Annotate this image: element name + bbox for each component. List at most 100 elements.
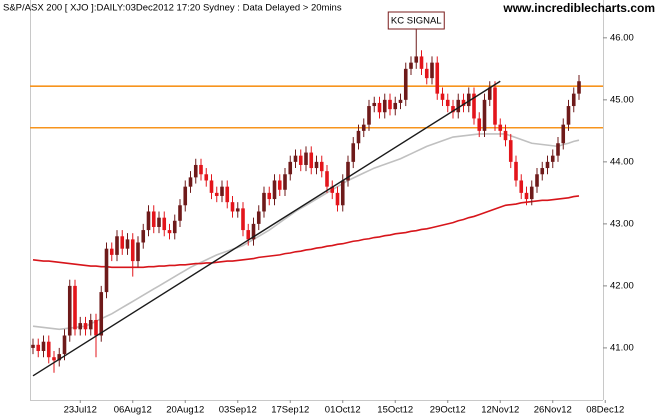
candle-body — [409, 62, 413, 69]
candle-body — [482, 99, 487, 131]
x-tick-label: 26Nov12 — [534, 405, 572, 416]
candle-body — [41, 341, 46, 352]
candle-body — [571, 93, 576, 107]
candle-body — [435, 62, 440, 94]
candle-body — [461, 99, 466, 107]
candle-body — [430, 62, 434, 79]
moving-average-line — [32, 195, 580, 269]
candle-body — [193, 164, 198, 178]
candle-body — [503, 130, 508, 141]
y-tick-label: 44.00 — [610, 156, 634, 167]
candle-body — [36, 344, 41, 352]
candle-body — [183, 186, 188, 206]
candle-body — [267, 192, 272, 200]
candle-body — [577, 81, 581, 94]
y-tick-label: 41.00 — [610, 342, 634, 353]
candle-body — [314, 161, 319, 169]
candle-body — [209, 180, 214, 193]
y-tick-label: 43.00 — [610, 218, 634, 229]
candle-body — [340, 180, 345, 206]
candle-body — [293, 155, 298, 162]
annotation-box — [387, 11, 445, 30]
candle-body — [319, 161, 324, 172]
candle-body — [120, 236, 125, 249]
candle-body — [351, 143, 356, 162]
candle-body — [62, 335, 67, 355]
candle-body — [304, 152, 308, 165]
candle-body — [377, 102, 382, 113]
candle-body — [57, 354, 62, 361]
candle-body — [440, 93, 445, 100]
candle-body — [115, 236, 119, 255]
candle-body — [325, 171, 329, 187]
candle-body — [52, 357, 56, 361]
candle-body — [519, 180, 524, 193]
candle-body — [172, 220, 177, 234]
y-tick-label: 46.00 — [610, 32, 634, 43]
candle-body — [535, 174, 539, 187]
y-tick-label: 45.00 — [610, 94, 634, 105]
candle-body — [262, 192, 266, 212]
candle-body — [272, 180, 277, 200]
candle-body — [235, 208, 240, 212]
candle-body — [73, 285, 77, 330]
x-tick-label: 12Nov12 — [481, 405, 519, 416]
x-tick-label: 06Aug12 — [114, 405, 152, 416]
candle-body — [550, 155, 555, 162]
candle-body — [283, 174, 287, 190]
candle-body — [451, 106, 455, 113]
candle-body — [31, 344, 35, 348]
candle-body — [487, 87, 492, 100]
x-tick-label: 20Aug12 — [166, 405, 204, 416]
candle-body — [188, 177, 193, 187]
candle-body — [388, 99, 392, 110]
candle-body — [335, 192, 340, 206]
candle-body — [456, 99, 461, 113]
candle-body — [136, 242, 140, 262]
candle-body — [540, 168, 545, 175]
candle-body — [556, 143, 560, 156]
candle-body — [199, 164, 203, 175]
candle-body — [566, 106, 571, 125]
x-tick-label: 17Sep12 — [271, 405, 309, 416]
x-tick-label: 29Oct12 — [430, 405, 466, 416]
candle-body — [330, 186, 335, 193]
candle-body — [403, 68, 408, 100]
candle-body — [67, 285, 72, 336]
candle-body — [529, 186, 534, 200]
candle-body — [204, 174, 209, 181]
candle-body — [94, 320, 98, 336]
source-label: www.incrediblecharts.com — [502, 1, 655, 15]
candle-body — [225, 186, 230, 203]
candle-body — [424, 68, 429, 79]
candle-body — [346, 161, 350, 181]
candle-body — [419, 56, 424, 69]
candle-body — [477, 118, 482, 131]
candle-body — [46, 341, 51, 358]
x-tick-label: 08Dec12 — [586, 405, 624, 416]
candle-body — [214, 192, 219, 196]
candle-body — [493, 87, 497, 125]
candle-body — [367, 106, 371, 125]
candle-body — [498, 124, 503, 131]
candle-body — [157, 217, 161, 227]
candle-body — [361, 124, 366, 131]
y-tick-label: 42.00 — [610, 280, 634, 291]
candle-body — [398, 99, 403, 103]
candle-body — [561, 124, 566, 144]
candle-body — [256, 211, 261, 224]
candle-body — [277, 180, 282, 190]
candle-body — [146, 211, 151, 231]
candle-body — [125, 239, 130, 249]
candle-body — [162, 217, 167, 231]
candle-body — [88, 320, 93, 330]
candle-body — [246, 230, 251, 240]
candle-body — [83, 323, 88, 330]
candle-body — [466, 93, 471, 107]
candle-body — [104, 248, 109, 293]
candle-body — [167, 230, 172, 234]
x-tick-label: 23Jul12 — [64, 405, 97, 416]
